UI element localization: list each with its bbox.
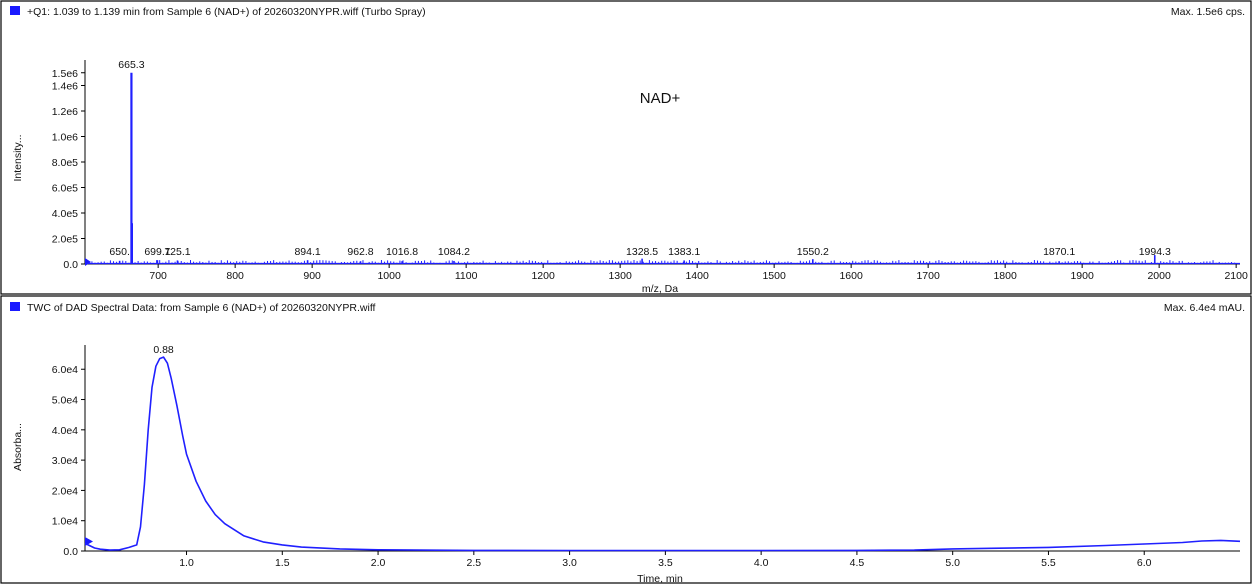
ms-x-tick-label: 1000 [377, 270, 401, 282]
twc-x-tick-label: 2.0 [371, 557, 386, 569]
chromatogram-frame [0, 295, 1252, 584]
ms-x-tick-label: 800 [226, 270, 244, 282]
twc-y-tick-label: 1.0e4 [52, 516, 78, 528]
twc-x-tick-label: 2.5 [467, 557, 482, 569]
twc-x-tick-label: 5.5 [1041, 557, 1056, 569]
mass-spectrum-title: +Q1: 1.039 to 1.139 min from Sample 6 (N… [27, 6, 426, 18]
ms-y-tick-label: 2.0e5 [52, 234, 78, 246]
chromatogram-peak-labels: 0.88 [153, 344, 174, 356]
chromatogram-series [84, 356, 1241, 552]
twc-y-tick-label: 6.0e4 [52, 364, 78, 376]
mass-spectrum-max-label: Max. 1.5e6 cps. [1171, 6, 1245, 18]
ms-peak-label: 1016.8 [386, 246, 418, 258]
ms-x-tick-label: 1500 [762, 270, 786, 282]
mass-spectrum-peaks [118, 72, 1156, 264]
ms-y-tick-label: 1.2e6 [52, 106, 78, 118]
chromatogram-x-axis-label: Time, min [637, 573, 683, 584]
ms-peak-label: 894.1 [294, 246, 320, 258]
ms-peak-label: 1550.2 [797, 246, 829, 258]
chromatogram-y-ticks: 0.0 1.0e4 2.0e4 3.0e4 4.0e4 5.0e4 6.0e4 [52, 364, 85, 558]
mass-spectrum-y-axis-label: Intensity... [12, 134, 24, 181]
chromatogram-panel: TWC of DAD Spectral Data: from Sample 6 … [0, 295, 1252, 584]
twc-series-line [84, 356, 1241, 552]
twc-y-tick-label: 2.0e4 [52, 485, 78, 497]
ms-peak-label: 665.3 [118, 59, 144, 71]
ms-peak-label: 725.1 [164, 246, 190, 258]
ms-x-tick-label: 1900 [1070, 270, 1094, 282]
twc-x-tick-label: 6.0 [1137, 557, 1152, 569]
twc-x-tick-label: 1.0 [179, 557, 194, 569]
twc-x-tick-label: 3.5 [658, 557, 673, 569]
ms-x-tick-label: 1200 [531, 270, 555, 282]
ms-x-tick-label: 700 [149, 270, 167, 282]
nad-annotation: NAD+ [640, 90, 681, 107]
ms-y-tick-label: 1.0e6 [52, 132, 78, 144]
ms-x-tick-label: 1600 [839, 270, 863, 282]
twc-panel-marker-icon[interactable] [10, 302, 20, 311]
twc-x-tick-label: 3.0 [562, 557, 577, 569]
ms-x-tick-label: 1700 [916, 270, 940, 282]
twc-peak-label: 0.88 [153, 344, 174, 356]
mass-spectrum-y-ticks: 0.0 2.0e5 4.0e5 6.0e5 8.0e5 1.0e6 1.2e6 1.4e61.… [52, 68, 85, 271]
ms-peak-label: 650. [109, 246, 129, 258]
chromatogram-title: TWC of DAD Spectral Data: from Sample 6 … [27, 302, 376, 314]
ms-x-tick-label: 2100 [1224, 270, 1248, 282]
twc-x-tick-label: 5.0 [945, 557, 960, 569]
ms-peak-label: 1994.3 [1139, 246, 1171, 258]
mass-spectrum-frame [0, 0, 1252, 295]
twc-y-tick-label: 3.0e4 [52, 455, 78, 467]
ms-y-tick-label: 8.0e5 [52, 157, 78, 169]
ms-x-tick-label: 1300 [608, 270, 632, 282]
ms-panel-marker-icon[interactable] [10, 6, 20, 15]
chromatogram-x-ticks: 1.0 1.5 2.0 2.5 3.0 3.5 4.0 4.5 5.0 5.5 6.0 [179, 551, 1152, 569]
twc-y-tick-label: 5.0e4 [52, 395, 78, 407]
ms-y-tick-label: 6.0e5 [52, 183, 78, 195]
mass-spectrum-x-ticks: 700 800 900 1000 1100 1200 1300 1400 1500 1600 170… [149, 264, 1248, 282]
ms-peak-label: 1328.5 [626, 246, 658, 258]
twc-y-tick-label: 0.0 [63, 546, 78, 558]
ms-x-tick-label: 1400 [685, 270, 709, 282]
ms-peak-label: 1870.1 [1043, 246, 1075, 258]
mass-spectrum-x-axis-label: m/z, Da [642, 283, 678, 295]
ms-peak-label: 699.1 [144, 246, 170, 258]
ms-peak-label: 1383.1 [668, 246, 700, 258]
chromatogram-y-axis-label: Absorba... [12, 423, 24, 471]
ms-x-tick-label: 1800 [993, 270, 1017, 282]
ms-peak-label: 1084.2 [438, 246, 470, 258]
mass-spectrum-baseline-noise [85, 260, 1240, 265]
twc-x-tick-label: 4.5 [850, 557, 865, 569]
ms-y-tick-label: 4.0e5 [52, 208, 78, 220]
ms-x-tick-label: 1100 [455, 270, 478, 282]
twc-x-tick-label: 4.0 [754, 557, 769, 569]
ms-peak-label: 962.8 [347, 246, 373, 258]
ms-y-tick-label: 0.0 [63, 259, 78, 271]
chromatogram-max-label: Max. 6.4e4 mAU. [1164, 302, 1245, 314]
ms-y-tick-label: 1.5e6 [52, 68, 78, 80]
twc-x-tick-label: 1.5 [275, 557, 290, 569]
mass-spectrum-panel: +Q1: 1.039 to 1.139 min from Sample 6 (N… [0, 0, 1252, 295]
ms-y-tick-label: 1.4e6 [52, 81, 78, 93]
ms-x-tick-label: 900 [303, 270, 321, 282]
twc-y-tick-label: 4.0e4 [52, 425, 78, 437]
ms-x-tick-label: 2000 [1147, 270, 1171, 282]
